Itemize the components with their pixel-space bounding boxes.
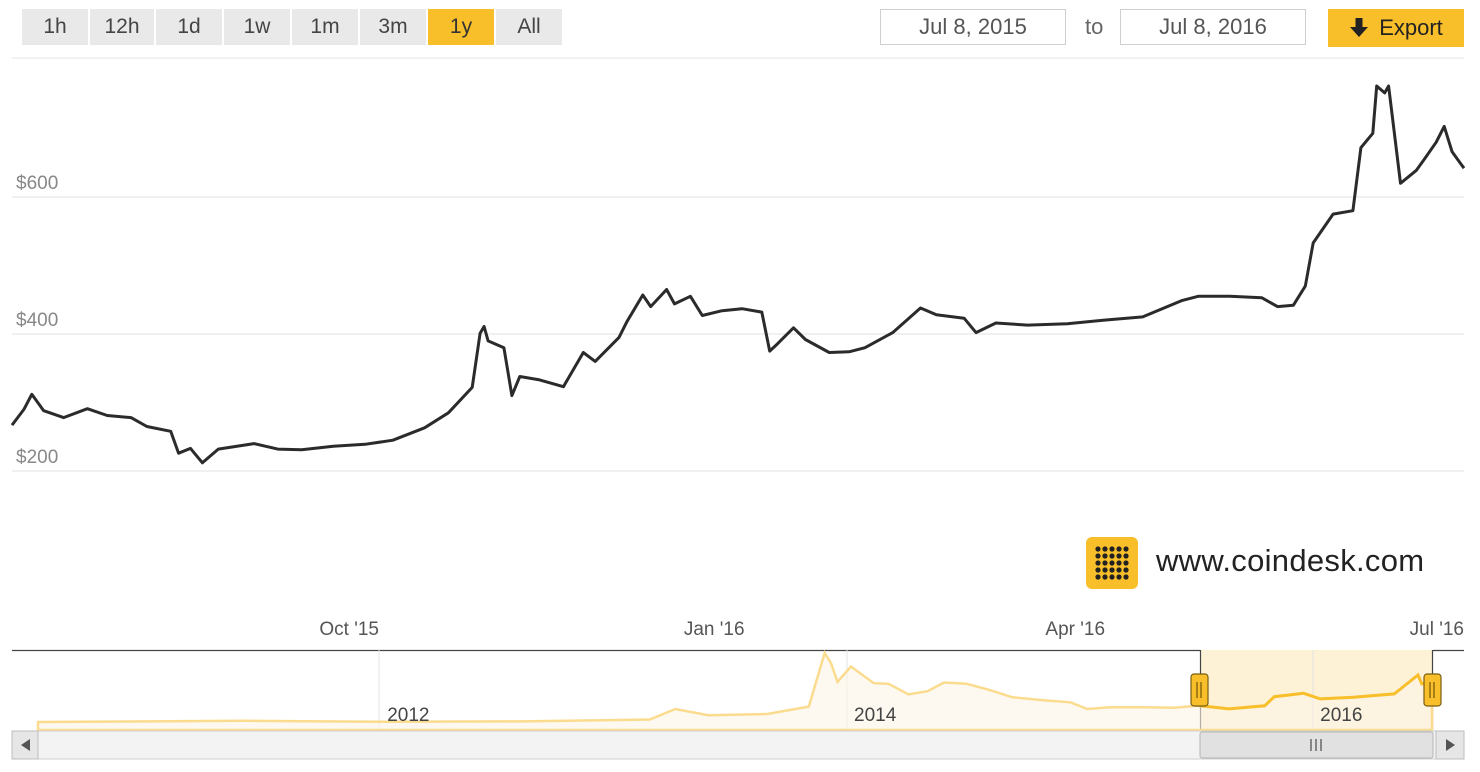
range-button-3m[interactable]: 3m bbox=[360, 9, 426, 45]
x-tick-label: Oct '15 bbox=[319, 619, 379, 640]
price-series-line bbox=[10, 84, 1466, 465]
range-button-12h[interactable]: 12h bbox=[90, 9, 154, 45]
range-selector: 1h 12h 1d 1w 1m 3m 1y All bbox=[22, 9, 562, 45]
date-from-input[interactable]: Jul 8, 2015 bbox=[880, 9, 1066, 45]
range-button-1m[interactable]: 1m bbox=[292, 9, 358, 45]
y-tick-label: $600 bbox=[16, 173, 58, 194]
export-label: Export bbox=[1379, 15, 1443, 40]
range-button-1d[interactable]: 1d bbox=[156, 9, 222, 45]
download-arrow-icon bbox=[1350, 18, 1369, 37]
range-button-1h[interactable]: 1h bbox=[22, 9, 88, 45]
navigator-year-label: 2012 bbox=[387, 705, 429, 726]
scroll-right-icon[interactable] bbox=[1435, 730, 1465, 760]
navigator-year-labels: 2012 2014 2016 bbox=[387, 705, 1362, 726]
navigator-handle-right[interactable] bbox=[1423, 673, 1442, 707]
watermark: www.coindesk.com bbox=[1156, 543, 1425, 578]
scrollbar[interactable] bbox=[11, 730, 1465, 760]
date-to-input[interactable]: Jul 8, 2016 bbox=[1120, 9, 1306, 45]
range-button-all[interactable]: All bbox=[496, 9, 562, 45]
navigator-year-label: 2016 bbox=[1320, 705, 1362, 726]
coindesk-logo-icon bbox=[1086, 537, 1138, 589]
x-tick-label: Jul '16 bbox=[1410, 619, 1464, 640]
navigator-selected-line bbox=[1198, 672, 1433, 711]
x-tick-label: Jan '16 bbox=[684, 619, 745, 640]
grid-lines bbox=[12, 196, 1464, 472]
navigator-handle-left[interactable] bbox=[1190, 673, 1209, 707]
to-label: to bbox=[1085, 14, 1104, 39]
range-button-1w[interactable]: 1w bbox=[224, 9, 290, 45]
scrollbar-thumb[interactable] bbox=[1199, 731, 1434, 759]
x-axis-labels: Oct '15 Jan '16 Apr '16 Jul '16 bbox=[319, 619, 1464, 640]
range-button-1y[interactable]: 1y bbox=[428, 9, 494, 45]
y-tick-label: $400 bbox=[16, 310, 58, 331]
price-chart: $200 $400 $600 bbox=[10, 57, 1466, 472]
navigator: Oct '15 Jan '16 Apr '16 Jul '16 2012 2014 201… bbox=[11, 619, 1465, 760]
y-axis-labels: $200 $400 $600 bbox=[16, 173, 58, 468]
scroll-left-icon[interactable] bbox=[11, 730, 39, 760]
navigator-year-label: 2014 bbox=[854, 705, 897, 726]
y-tick-label: $200 bbox=[16, 447, 58, 468]
export-button[interactable]: Export bbox=[1328, 9, 1464, 47]
x-tick-label: Apr '16 bbox=[1045, 619, 1105, 640]
